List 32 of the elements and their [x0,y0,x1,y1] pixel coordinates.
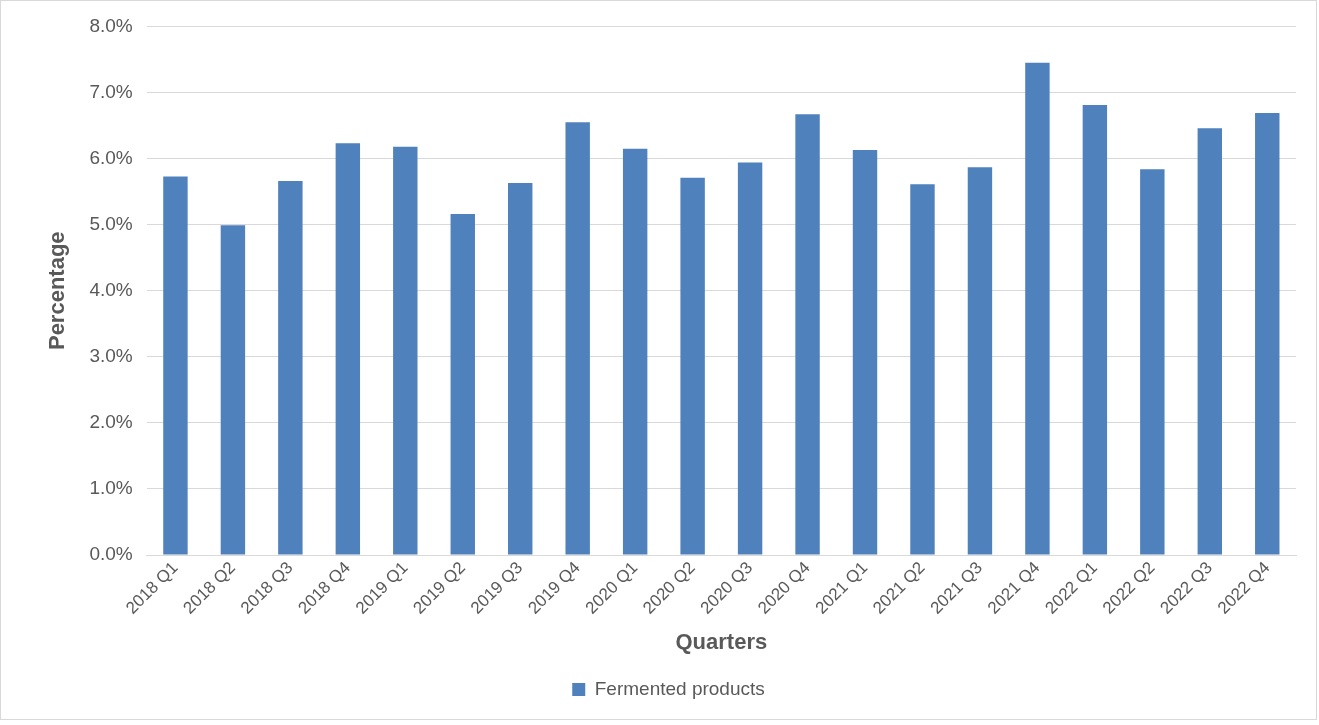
bar [450,214,475,555]
legend-label: Fermented products [594,677,765,699]
y-tick-label: 6.0% [89,146,133,168]
bar [508,183,533,555]
bar [1025,62,1050,555]
bar [1140,169,1165,555]
bar [1255,112,1280,555]
bar [335,143,361,555]
bar [1197,128,1223,555]
y-tick-label: 8.0% [89,14,133,36]
bar [852,149,878,555]
bar [565,122,590,555]
bar [220,225,246,555]
bar [163,176,188,555]
bar [795,114,820,555]
bar [910,184,935,555]
bar [1082,105,1108,555]
y-axis-title: Percentage [44,231,70,351]
y-tick-label: 0.0% [89,543,133,565]
x-axis-title: Quarters [675,628,768,654]
bar [967,167,993,555]
y-tick-label: 5.0% [89,212,133,234]
y-tick-label: 1.0% [89,477,133,499]
bar [278,181,303,555]
y-tick-label: 4.0% [89,278,133,300]
bar [737,162,763,555]
bar [393,146,418,555]
bar [622,148,648,555]
y-tick-label: 3.0% [89,345,133,367]
y-tick-label: 7.0% [89,80,133,102]
bar [680,177,705,555]
y-tick-label: 2.0% [89,411,133,433]
